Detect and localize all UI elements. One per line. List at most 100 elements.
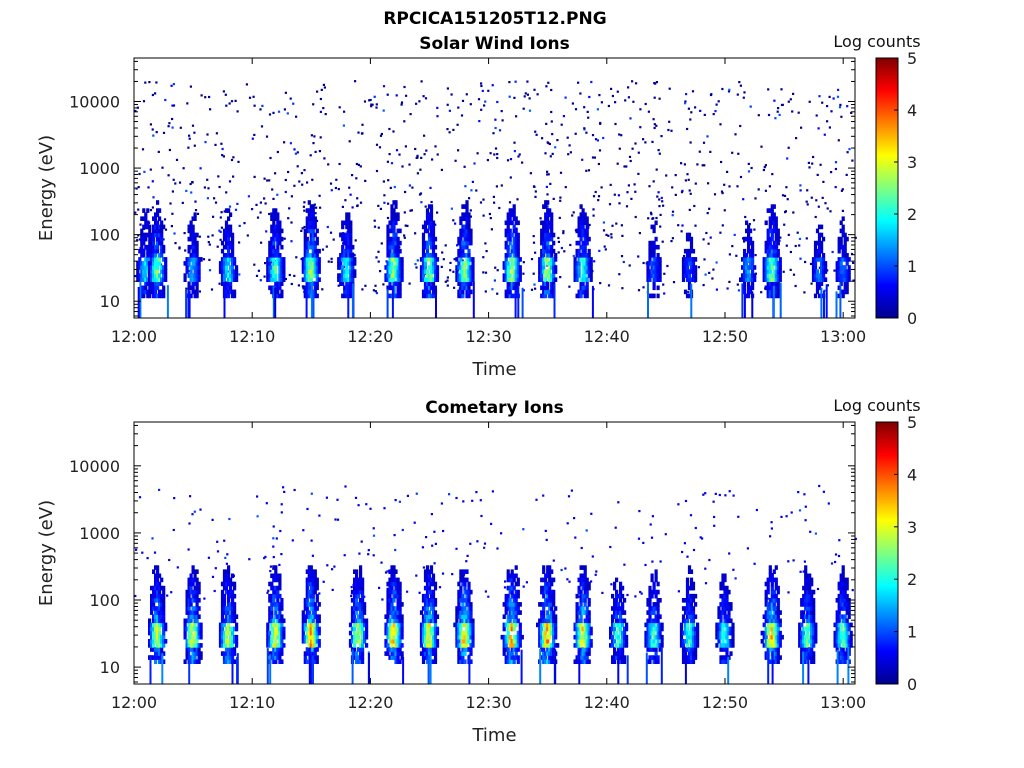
- heatmap-cell: [305, 228, 309, 234]
- heatmap-cell: [301, 639, 305, 644]
- heatmap-cell: [514, 253, 518, 258]
- heatmap-cell: [459, 659, 463, 664]
- heatmap-cell: [197, 261, 201, 266]
- heatmap-cell: [650, 269, 654, 274]
- heatmap-cell: [471, 622, 475, 628]
- heatmap-cell: [160, 610, 164, 615]
- heatmap-cell: [164, 228, 168, 231]
- heatmap-cell: [438, 586, 442, 589]
- heatmap-cell: [305, 610, 309, 615]
- heatmap-cell: [268, 643, 272, 648]
- heatmap-cell: [648, 244, 652, 250]
- heatmap-cell: [311, 220, 315, 226]
- heatmap-cell: [313, 224, 317, 230]
- heatmap-cell: [156, 589, 160, 595]
- heatmap-cell: [540, 232, 544, 238]
- heatmap-cell: [472, 281, 475, 318]
- heatmap-cell: [179, 126, 182, 129]
- heatmap-cell: [330, 260, 333, 263]
- heatmap-cell: [160, 232, 164, 238]
- heatmap-cell: [309, 622, 313, 628]
- heatmap-cell: [845, 257, 849, 262]
- heatmap-cell: [591, 285, 594, 318]
- heatmap-cell: [156, 565, 160, 570]
- heatmap-cell: [221, 147, 224, 151]
- heatmap-cell: [749, 265, 753, 270]
- heatmap-cell: [431, 593, 436, 599]
- heatmap-cell: [156, 622, 160, 628]
- heatmap-cell: [158, 614, 162, 619]
- heatmap-cell: [144, 281, 148, 286]
- heatmap-cell: [799, 257, 802, 260]
- heatmap-cell: [542, 610, 546, 615]
- heatmap-cell: [431, 244, 436, 250]
- heatmap-cell: [541, 137, 544, 140]
- heatmap-cell: [839, 220, 843, 226]
- heatmap-cell: [329, 231, 333, 234]
- heatmap-cell: [646, 277, 650, 282]
- heatmap-cell: [425, 248, 430, 254]
- heatmap-cell: [518, 622, 522, 628]
- heatmap-cell: [594, 190, 597, 194]
- heatmap-cell: [169, 202, 172, 205]
- heatmap-cell: [146, 257, 150, 262]
- heatmap-cell: [175, 158, 179, 161]
- heatmap-cell: [721, 87, 724, 91]
- heatmap-cell: [268, 244, 272, 250]
- heatmap-cell: [431, 236, 436, 242]
- heatmap-cell: [459, 289, 463, 295]
- heatmap-cell: [229, 639, 233, 644]
- heatmap-cell: [463, 277, 467, 282]
- x-tick-label: 12:10: [229, 327, 275, 346]
- heatmap-cell: [149, 123, 152, 126]
- heatmap-cell: [689, 240, 694, 246]
- heatmap-cell: [195, 659, 199, 664]
- heatmap-cell: [390, 581, 394, 587]
- heatmap-cell: [152, 232, 156, 238]
- heatmap-cell: [544, 228, 548, 234]
- heatmap-cell: [339, 265, 343, 270]
- heatmap-cell: [311, 569, 315, 574]
- heatmap-cell: [270, 610, 274, 615]
- heatmap-cell: [396, 589, 400, 595]
- heatmap-cell: [390, 261, 394, 266]
- heatmap-cell: [512, 293, 516, 299]
- heatmap-cell: [547, 81, 550, 84]
- heatmap-cell: [744, 215, 747, 219]
- heatmap-cell: [276, 602, 280, 607]
- heatmap-cell: [170, 591, 173, 594]
- heatmap-cell: [425, 573, 430, 579]
- heatmap-cell: [396, 281, 400, 286]
- heatmap-cell: [148, 277, 152, 282]
- heatmap-cell: [510, 569, 514, 574]
- heatmap-cell: [305, 265, 309, 270]
- heatmap-cell: [221, 154, 224, 157]
- heatmap-cell: [591, 134, 595, 137]
- heatmap-cell: [510, 269, 514, 274]
- heatmap-cell: [589, 261, 593, 266]
- heatmap-cell: [293, 488, 296, 492]
- heatmap-cell: [548, 265, 552, 270]
- heatmap-cell: [568, 285, 571, 288]
- heatmap-cell: [508, 634, 512, 640]
- heatmap-cell: [465, 614, 469, 619]
- heatmap-cell: [278, 228, 282, 234]
- heatmap-cell: [552, 277, 556, 282]
- heatmap-cell: [820, 224, 824, 230]
- heatmap-cell: [222, 622, 227, 628]
- heatmap-cell: [638, 510, 641, 513]
- heatmap-cell: [384, 626, 388, 632]
- heatmap-cell: [504, 261, 508, 266]
- heatmap-cell: [542, 289, 546, 295]
- heatmap-cell: [335, 178, 338, 181]
- heatmap-cell: [419, 610, 424, 615]
- heatmap-cell: [694, 273, 698, 278]
- heatmap-cell: [313, 655, 317, 660]
- heatmap-cell: [317, 602, 321, 607]
- heatmap-cell: [187, 630, 191, 636]
- heatmap-cell: [227, 261, 231, 266]
- heatmap-cell: [558, 216, 561, 219]
- heatmap-cell: [191, 589, 195, 595]
- heatmap-cell: [350, 639, 355, 644]
- heatmap-cell: [459, 220, 463, 226]
